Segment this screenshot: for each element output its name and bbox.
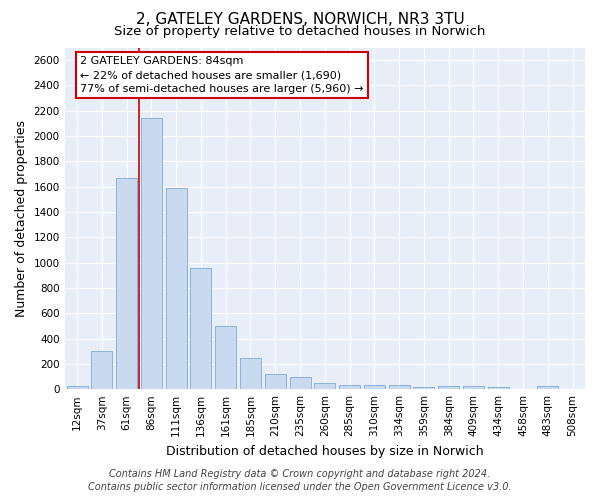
Text: 2 GATELEY GARDENS: 84sqm
← 22% of detached houses are smaller (1,690)
77% of sem: 2 GATELEY GARDENS: 84sqm ← 22% of detach… (80, 56, 364, 94)
Bar (141, 118, 162, 389)
Bar (538, 386, 559, 389)
Bar (364, 385, 385, 389)
Text: Contains HM Land Registry data © Crown copyright and database right 2024.
Contai: Contains HM Land Registry data © Crown c… (88, 470, 512, 492)
Bar (339, 385, 360, 389)
Y-axis label: Number of detached properties: Number of detached properties (15, 120, 28, 317)
Text: 2, GATELEY GARDENS, NORWICH, NR3 3TU: 2, GATELEY GARDENS, NORWICH, NR3 3TU (136, 12, 464, 28)
X-axis label: Distribution of detached houses by size in Norwich: Distribution of detached houses by size … (166, 444, 484, 458)
Bar (190, 268, 211, 389)
Bar (413, 386, 434, 389)
Bar (91, 351, 112, 389)
Bar (265, 374, 286, 389)
Bar (463, 386, 484, 389)
Bar (116, 178, 137, 389)
Bar (488, 386, 509, 389)
Bar (67, 386, 88, 389)
Bar (314, 383, 335, 389)
Bar (215, 326, 236, 389)
Bar (438, 386, 459, 389)
Bar (290, 376, 311, 389)
Text: Size of property relative to detached houses in Norwich: Size of property relative to detached ho… (115, 25, 485, 38)
Bar (389, 385, 410, 389)
Bar (512, 388, 533, 389)
Bar (166, 188, 187, 389)
Bar (240, 358, 261, 389)
